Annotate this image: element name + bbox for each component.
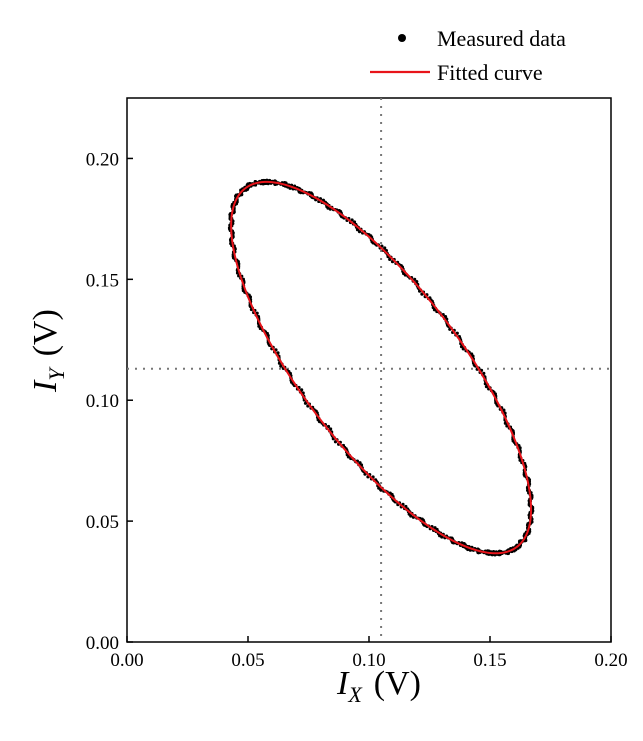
measured-data-point: [248, 295, 253, 299]
legend-label-measured: Measured data: [437, 26, 566, 51]
y-tick-label: 0.05: [86, 512, 119, 533]
plot-frame: [126, 97, 612, 643]
measured-data-point: [503, 421, 507, 425]
y-axis-ticks: 0.00 0.05 0.10 0.15 0.20: [86, 149, 133, 654]
measured-data-point: [357, 230, 362, 234]
x-tick-label: 0.15: [473, 650, 506, 671]
x-axis-symbol: I: [336, 665, 350, 702]
x-axis-title: IX (V): [336, 665, 421, 707]
x-tick-label: 0.20: [594, 650, 627, 671]
y-axis-title: IY (V): [27, 309, 69, 393]
x-tick-label: 0.10: [352, 650, 385, 671]
measured-data-point: [276, 351, 280, 355]
y-axis-symbol: I: [27, 379, 64, 393]
measured-data-point: [326, 424, 331, 429]
measured-data-point: [388, 257, 392, 261]
y-tick-label: 0.10: [86, 391, 119, 412]
x-tick-label: 0.05: [231, 650, 264, 671]
measured-data-point: [409, 514, 413, 518]
measured-data-point: [459, 344, 464, 349]
y-tick-label: 0.15: [86, 270, 119, 291]
legend-marker-measured: [398, 34, 406, 42]
measured-data-point: [484, 385, 489, 389]
fitted-curve-line: [230, 180, 533, 555]
y-tick-label: 0.00: [86, 633, 119, 654]
x-tick-label: 0.00: [110, 650, 143, 671]
y-axis-unit: (V): [27, 309, 64, 356]
measured-data-point: [440, 535, 444, 539]
measured-data-point: [329, 427, 333, 431]
legend: Measured data Fitted curve: [370, 26, 566, 85]
x-axis-ticks: 0.00 0.05 0.10 0.15 0.20: [110, 636, 628, 671]
measured-data-point: [358, 461, 362, 465]
measured-data-point: [383, 246, 387, 250]
y-tick-label: 0.20: [86, 149, 119, 170]
x-axis-unit: (V): [374, 665, 421, 702]
y-axis-subscript: Y: [44, 366, 69, 381]
measured-data-point: [300, 388, 304, 392]
measured-data-point: [283, 180, 287, 185]
legend-label-fitted: Fitted curve: [437, 60, 543, 85]
x-axis-subscript: X: [347, 682, 363, 707]
